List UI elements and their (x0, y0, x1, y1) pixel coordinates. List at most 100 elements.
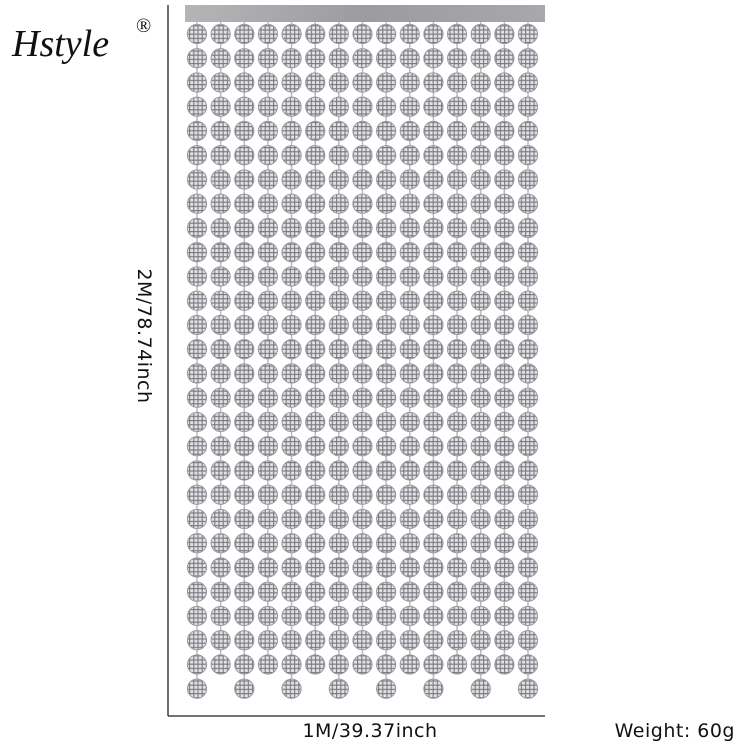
mesh-ball (446, 508, 468, 530)
mesh-ball (423, 460, 444, 481)
mesh-ball (352, 508, 373, 530)
mesh-ball (470, 363, 491, 384)
mesh-ball (281, 193, 302, 214)
mesh-ball (352, 533, 373, 554)
mesh-ball (186, 169, 208, 190)
mesh-ball (281, 266, 302, 287)
mesh-ball (470, 605, 491, 627)
mesh-ball (423, 411, 444, 433)
mesh-ball (257, 630, 279, 651)
mesh-ball (186, 605, 208, 627)
mesh-ball (257, 557, 279, 578)
mesh-ball (328, 387, 349, 408)
mesh-ball (470, 242, 491, 263)
mesh-ball (352, 169, 373, 190)
mesh-ball (470, 508, 491, 530)
mesh-ball (446, 387, 468, 408)
mesh-ball (305, 533, 326, 554)
mesh-ball (423, 508, 444, 530)
mesh-ball (517, 242, 539, 263)
mesh-ball (399, 120, 420, 142)
mesh-ball (376, 72, 397, 93)
mesh-ball (517, 96, 539, 117)
mesh-ball (517, 533, 539, 554)
mesh-ball (281, 120, 302, 142)
mesh-ball (470, 193, 491, 214)
mesh-ball (494, 193, 515, 214)
mesh-ball (328, 314, 349, 336)
mesh-ball (257, 605, 279, 627)
mesh-ball (281, 387, 302, 408)
mesh-ball (234, 314, 255, 336)
mesh-ball (210, 266, 231, 287)
mesh-ball (494, 436, 515, 457)
mesh-ball (257, 193, 279, 214)
mesh-ball (399, 23, 420, 45)
mesh-ball (257, 460, 279, 481)
mesh-ball (257, 290, 279, 311)
mesh-ball (186, 266, 208, 287)
mesh-ball (210, 630, 231, 651)
mesh-ball (352, 654, 373, 675)
mesh-ball (352, 242, 373, 263)
mesh-ball (257, 23, 279, 45)
mesh-ball (234, 242, 255, 263)
mesh-ball (328, 145, 349, 166)
mesh-ball (470, 581, 491, 602)
mesh-ball (257, 581, 279, 602)
mesh-ball (376, 508, 397, 530)
mesh-ball (470, 436, 491, 457)
mesh-ball (186, 193, 208, 214)
mesh-ball (281, 363, 302, 384)
mesh-ball (423, 169, 444, 190)
mesh-ball (470, 23, 491, 45)
mesh-ball (186, 654, 208, 675)
mesh-ball (186, 557, 208, 578)
mesh-ball (494, 630, 515, 651)
mesh-ball (186, 120, 208, 142)
mesh-ball (494, 411, 515, 433)
mesh-ball (352, 581, 373, 602)
mesh-ball (234, 630, 255, 651)
mesh-ball (305, 484, 326, 505)
mesh-ball (470, 314, 491, 336)
mesh-ball (517, 23, 539, 45)
mesh-ball (376, 678, 397, 699)
mesh-ball (376, 48, 397, 69)
mesh-ball (399, 217, 420, 239)
mesh-ball (210, 533, 231, 554)
mesh-ball (494, 48, 515, 69)
mesh-ball (328, 581, 349, 602)
mesh-ball (494, 533, 515, 554)
mesh-ball (446, 557, 468, 578)
mesh-ball (186, 508, 208, 530)
mesh-ball (305, 23, 326, 45)
mesh-ball (186, 460, 208, 481)
mesh-ball (234, 678, 255, 699)
mesh-ball (423, 339, 444, 360)
mesh-ball (470, 411, 491, 433)
mesh-ball (494, 557, 515, 578)
mesh-ball (186, 436, 208, 457)
mesh-ball (376, 169, 397, 190)
mesh-ball (517, 678, 539, 699)
height-label: 2M/78.74inch (133, 268, 155, 403)
mesh-ball (210, 605, 231, 627)
mesh-ball (234, 484, 255, 505)
mesh-ball (328, 460, 349, 481)
mesh-ball (328, 266, 349, 287)
mesh-ball (470, 72, 491, 93)
mesh-ball (517, 169, 539, 190)
mesh-ball (446, 314, 468, 336)
mesh-ball (305, 145, 326, 166)
mesh-ball (494, 266, 515, 287)
width-label: 1M/39.37inch (302, 720, 437, 742)
mesh-ball (517, 630, 539, 651)
mesh-ball (210, 23, 231, 45)
mesh-ball (328, 48, 349, 69)
mesh-ball (399, 266, 420, 287)
mesh-ball (210, 339, 231, 360)
mesh-ball (210, 460, 231, 481)
mesh-ball (257, 169, 279, 190)
